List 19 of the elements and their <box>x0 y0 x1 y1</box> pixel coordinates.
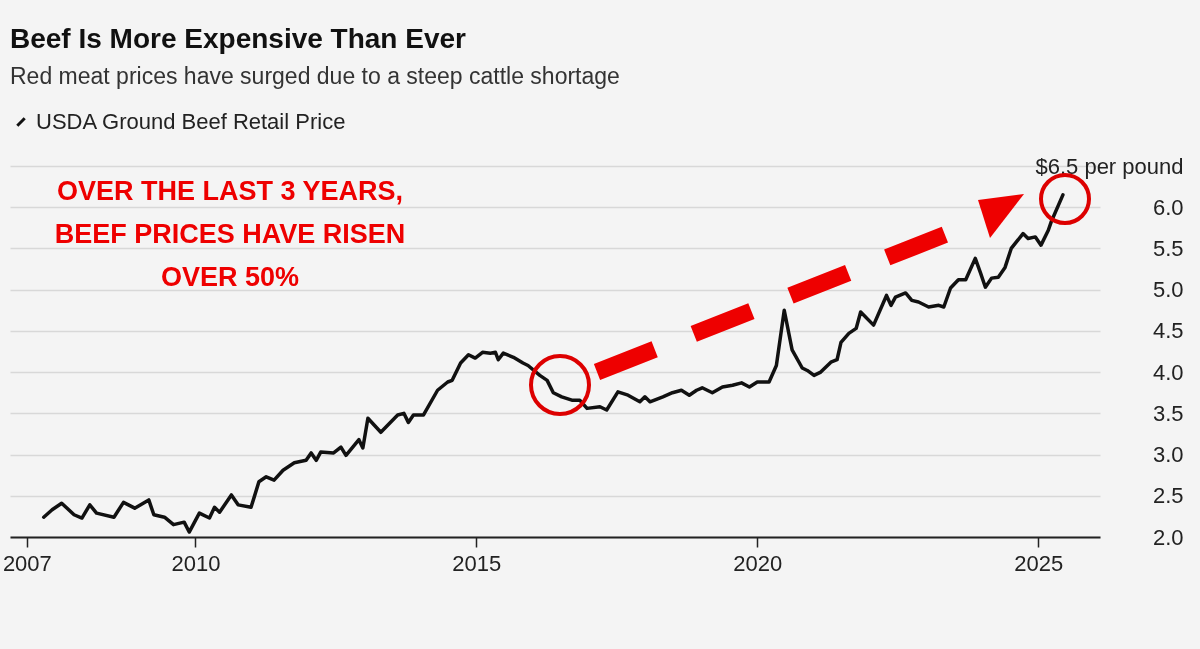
annotation: OVER THE LAST 3 YEARS, BEEF PRICES HAVE RISEN OVER 50% <box>53 175 407 294</box>
chart-subtitle: Red meat prices have surged due to a steep cattle shortage <box>10 63 620 89</box>
x-tick-label: 2015 <box>452 550 502 576</box>
y-tick-label: 4.5 <box>1152 318 1184 344</box>
y-tick-label: 5.5 <box>1152 235 1184 261</box>
y-tick-label: 3.5 <box>1152 400 1184 426</box>
y-tick-label: 2.5 <box>1152 483 1184 509</box>
y-tick-label: 6.0 <box>1152 194 1184 220</box>
y-tick-label: 3.0 <box>1152 442 1184 468</box>
x-tick-label: 2020 <box>733 550 783 576</box>
y-tick-label: $6.5 per pound <box>1035 153 1184 179</box>
chart-title: Beef Is More Expensive Than Ever <box>10 23 467 54</box>
y-tick-label: 5.0 <box>1152 277 1184 303</box>
legend-label: USDA Ground Beef Retail Price <box>36 109 346 134</box>
y-tick-label: 4.0 <box>1152 359 1184 385</box>
x-tick-label: 2007 <box>2 550 52 576</box>
x-tick-label: 2025 <box>1014 550 1064 576</box>
y-tick-label: 2.0 <box>1152 524 1184 550</box>
x-tick-label: 2010 <box>171 550 221 576</box>
